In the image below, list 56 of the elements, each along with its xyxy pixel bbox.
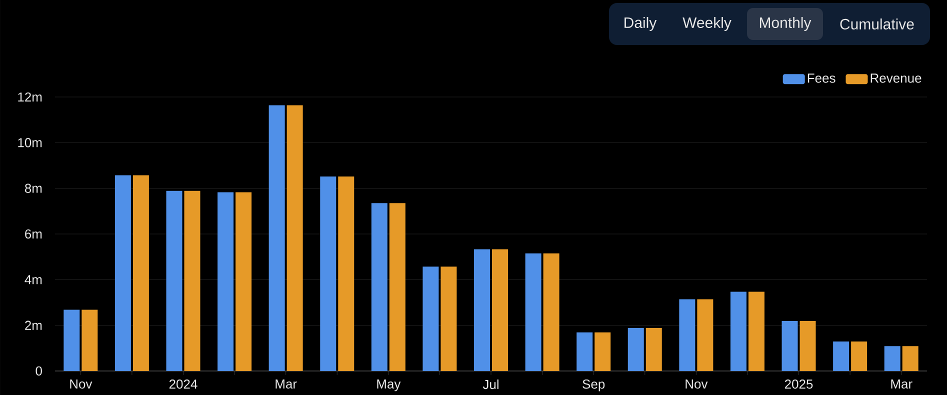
bar [236, 192, 252, 371]
bar [730, 292, 746, 371]
bar [166, 190, 182, 371]
x-tick-label: Mar [891, 380, 912, 389]
x-tick-label: May [377, 380, 401, 392]
bar [594, 332, 611, 371]
x-tick-label: 2025 [784, 380, 813, 389]
bar [338, 176, 354, 371]
bar [576, 332, 593, 371]
y-tick-label: 0 [36, 366, 42, 376]
bar [371, 203, 388, 371]
bar [389, 203, 406, 371]
bar [628, 328, 644, 371]
text: Cumulative [840, 18, 914, 30]
bar [218, 192, 234, 371]
bar [422, 266, 439, 371]
bar [525, 253, 542, 371]
bar [440, 266, 457, 371]
bar [184, 190, 200, 371]
bar [114, 175, 131, 371]
y-tick-label: 10m [18, 138, 42, 148]
text: Daily [624, 17, 657, 31]
bar [82, 310, 98, 371]
y-tick-label: 12m [18, 92, 42, 102]
bar [646, 328, 662, 371]
x-tick-label: Sep [582, 380, 605, 392]
legend-label: Fees [808, 74, 836, 83]
x-tick-label: 2024 [169, 380, 198, 389]
bar [782, 320, 798, 371]
bar [320, 176, 336, 371]
y-tick-label: 2m [25, 320, 42, 330]
bar [543, 253, 560, 371]
bar [679, 299, 696, 371]
bar [884, 346, 900, 371]
y-tick-label: 6m [25, 229, 42, 239]
x-tick-label: Mar [276, 380, 297, 389]
bar [64, 310, 80, 371]
bar [851, 342, 868, 371]
bar [268, 105, 285, 371]
bar [800, 320, 816, 371]
bar [286, 105, 303, 371]
x-tick-label: Jul [482, 380, 498, 390]
text: Monthly [760, 17, 812, 31]
bar [902, 346, 918, 371]
bar [697, 299, 714, 371]
y-tick-label: 8m [24, 184, 42, 193]
bar [492, 249, 508, 371]
bar [748, 292, 764, 371]
text: Weekly [682, 17, 732, 31]
x-tick-label: Nov [686, 380, 708, 389]
legend-label: Revenue [870, 74, 922, 83]
bar [474, 249, 490, 371]
x-tick-label: Nov [70, 380, 92, 389]
bar [833, 342, 850, 371]
y-tick-label: 4m [24, 275, 42, 284]
bar [132, 175, 149, 371]
